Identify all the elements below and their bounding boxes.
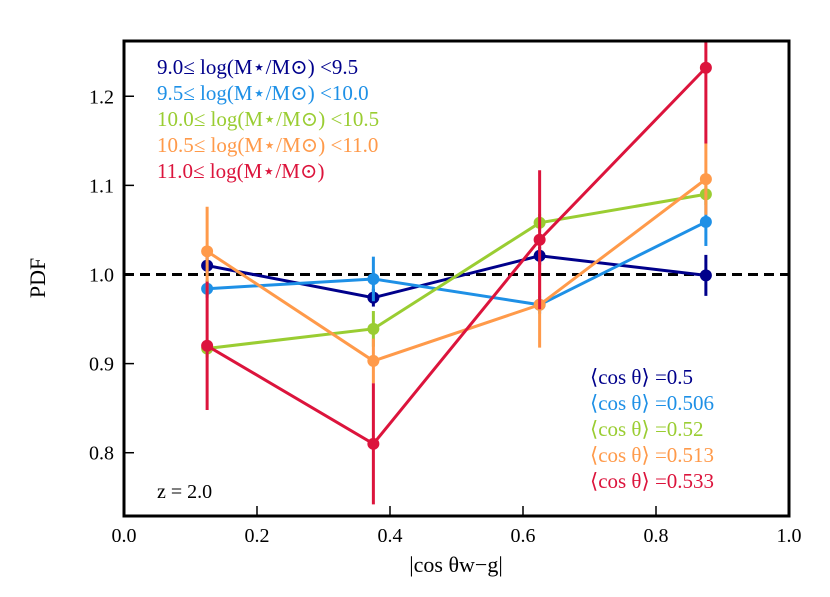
- mean-label: ⟨cos θ⟩ =0.5: [590, 365, 693, 389]
- x-tick-label: 0.0: [112, 525, 137, 547]
- series-line: [206, 177, 707, 363]
- data-point: [367, 272, 380, 285]
- data-point: [699, 215, 712, 228]
- y-tick-label: 1.0: [89, 264, 114, 286]
- series-group: [124, 41, 789, 505]
- x-tick-label: 1.0: [777, 525, 802, 547]
- x-tick-label: 0.4: [378, 525, 403, 547]
- axes-frame: [122, 39, 791, 518]
- legend-entry: 11.0≤ log(M⋆/M⊙): [157, 159, 325, 183]
- data-point: [367, 437, 380, 450]
- legend-entry: 9.0≤ log(M⋆/M⊙) <9.5: [157, 55, 358, 79]
- ticks: 0.0 0.2 0.4 0.6 0.8 1.0 0.8 0.9 1.0 1.1 1.2: [89, 86, 802, 547]
- plot-area: [124, 41, 789, 505]
- x-axis-label: |cos θw−g|: [409, 552, 502, 577]
- data-point: [699, 173, 712, 186]
- data-point: [533, 233, 546, 246]
- data-point: [367, 354, 380, 367]
- series-line: [206, 66, 707, 446]
- data-point: [699, 269, 712, 282]
- series-line: [207, 220, 707, 307]
- data-point: [367, 322, 380, 335]
- y-tick-label: 0.9: [89, 354, 114, 376]
- data-point: [201, 339, 214, 352]
- legend-entry: 9.5≤ log(M⋆/M⊙) <10.0: [157, 81, 369, 105]
- data-point: [201, 245, 214, 258]
- y-tick-label: 1.2: [89, 86, 114, 108]
- mean-label: ⟨cos θ⟩ =0.513: [590, 443, 714, 467]
- y-tick-label: 0.8: [89, 443, 114, 465]
- y-tick-label: 1.1: [89, 175, 114, 197]
- legend-entry: 10.5≤ log(M⋆/M⊙) <11.0: [157, 133, 378, 157]
- mean-labels: ⟨cos θ⟩ =0.5⟨cos θ⟩ =0.506⟨cos θ⟩ =0.52⟨…: [590, 365, 714, 493]
- x-tick-label: 0.8: [644, 525, 669, 547]
- mean-label: ⟨cos θ⟩ =0.533: [590, 469, 714, 493]
- data-point: [699, 61, 712, 74]
- mean-label: ⟨cos θ⟩ =0.506: [590, 391, 714, 415]
- x-tick-label: 0.2: [245, 525, 270, 547]
- legend: 9.0≤ log(M⋆/M⊙) <9.59.5≤ log(M⋆/M⊙) <10.…: [157, 55, 379, 183]
- x-tick-label: 0.6: [511, 525, 536, 547]
- series-line: [206, 192, 707, 350]
- mean-label: ⟨cos θ⟩ =0.52: [590, 417, 704, 441]
- redshift-annotation: z = 2.0: [157, 481, 212, 503]
- y-axis-label: PDF: [25, 258, 50, 298]
- legend-entry: 10.0≤ log(M⋆/M⊙) <10.5: [157, 107, 379, 131]
